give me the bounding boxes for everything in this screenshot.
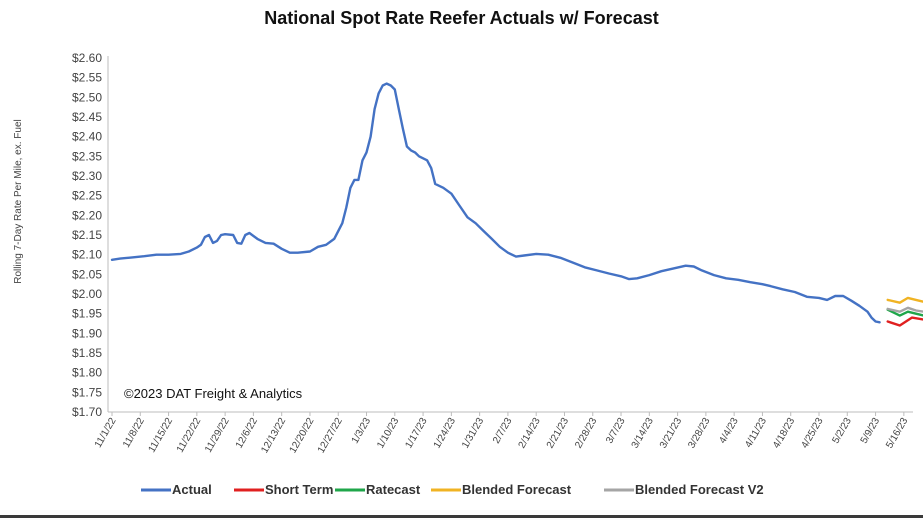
x-tick-label: 4/25/23 [799,416,825,451]
x-tick-label: 3/28/23 [686,416,712,451]
x-tick-label: 2/21/23 [545,416,571,451]
x-tick-label: 12/20/22 [288,416,317,456]
series-line-blended-forecast [886,296,923,304]
x-tick-label: 5/2/23 [830,416,854,446]
y-tick-label: $2.35 [72,149,102,163]
legend-label-blended-forecast-v2: Blended Forecast V2 [635,482,764,497]
x-tick-label: 1/10/23 [375,416,401,451]
y-tick-label: $2.25 [72,189,102,203]
series-line-ratecast [886,308,923,317]
x-tick-label: 12/27/22 [316,416,345,456]
x-tick-label: 3/7/23 [604,416,628,446]
y-tick-label: $1.80 [72,366,102,380]
y-tick-label: $2.15 [72,228,102,242]
series-line-actual [110,82,881,324]
chart-title: National Spot Rate Reefer Actuals w/ For… [264,8,659,28]
x-tick-label: 12/13/22 [259,416,288,456]
legend-label-actual: Actual [172,482,212,497]
y-tick-label: $1.85 [72,346,102,360]
y-tick-label: $2.50 [72,90,102,104]
x-tick-label: 2/28/23 [573,416,599,451]
y-tick-label: $1.75 [72,385,102,399]
copyright-annotation: ©2023 DAT Freight & Analytics [124,386,303,401]
x-tick-label: 1/31/23 [460,416,486,451]
y-tick-label: $2.30 [72,169,102,183]
y-tick-label: $2.40 [72,130,102,144]
x-tick-label: 1/24/23 [432,416,458,451]
y-tick-label: $2.00 [72,287,102,301]
y-tick-label: $2.20 [72,208,102,222]
series-line-blended-forecast-v2 [886,306,923,313]
x-tick-label: 2/14/23 [517,416,543,451]
x-tick-label: 11/1/22 [93,416,119,450]
x-tick-label: 1/3/23 [350,416,374,446]
y-tick-label: $1.95 [72,307,102,321]
y-tick-label: $1.70 [72,405,102,419]
x-tick-label: 11/8/22 [121,416,147,450]
x-tick-label: 11/29/22 [203,416,232,455]
x-tick-label: 4/4/23 [717,416,741,446]
x-tick-label: 3/14/23 [630,416,656,451]
y-tick-label: $2.05 [72,267,102,281]
y-axis-label: Rolling 7-Day Rate Per Mile, ex. Fuel [13,119,24,284]
x-tick-label: 11/15/22 [147,416,176,455]
x-tick-label: 2/7/23 [491,416,515,446]
x-tick-label: 12/6/22 [234,416,260,451]
legend-label-ratecast: Ratecast [366,482,421,497]
y-tick-label: $2.10 [72,248,102,262]
series-line-short-term [886,316,923,327]
x-tick-label: 4/18/23 [771,416,797,451]
x-tick-label: 5/9/23 [859,416,883,446]
x-tick-label: 1/17/23 [403,416,429,451]
legend-label-blended-forecast: Blended Forecast [462,482,572,497]
x-tick-label: 3/21/23 [658,416,684,451]
y-tick-label: $2.45 [72,110,102,124]
x-tick-label: 4/11/23 [743,416,769,450]
legend-label-short-term: Short Term [265,482,333,497]
y-tick-label: $2.60 [72,51,102,65]
x-tick-label: 11/22/22 [175,416,204,455]
y-tick-label: $2.55 [72,71,102,85]
y-tick-label: $1.90 [72,326,102,340]
x-tick-label: 5/16/23 [884,416,910,451]
